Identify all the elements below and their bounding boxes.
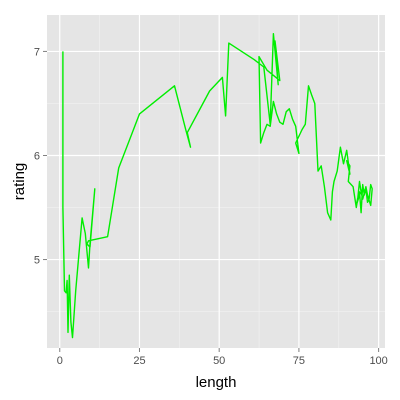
y-axis: 5 6 7 bbox=[34, 46, 47, 267]
y-tick-label: 5 bbox=[34, 255, 40, 267]
x-tick-label: 75 bbox=[293, 355, 305, 367]
x-axis-title: length bbox=[196, 374, 237, 391]
x-tick-label: 25 bbox=[133, 355, 145, 367]
series-layer bbox=[62, 33, 373, 339]
x-axis: 0 25 50 75 100 bbox=[57, 348, 388, 367]
series-line bbox=[62, 33, 373, 339]
plot-panel bbox=[47, 15, 385, 348]
y-tick-label: 6 bbox=[34, 150, 40, 162]
y-axis-title: rating bbox=[11, 163, 28, 201]
y-tick-label: 7 bbox=[34, 46, 40, 58]
x-tick-label: 100 bbox=[369, 355, 387, 367]
x-tick-label: 50 bbox=[213, 355, 225, 367]
x-tick-label: 0 bbox=[57, 355, 63, 367]
